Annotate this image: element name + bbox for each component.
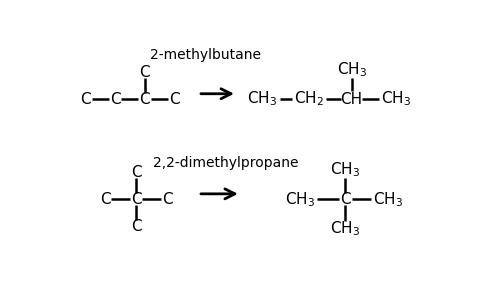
Text: C: C xyxy=(131,165,141,180)
Text: C: C xyxy=(80,92,91,106)
Text: C: C xyxy=(340,192,350,207)
Text: 2-methylbutane: 2-methylbutane xyxy=(150,48,262,62)
Text: C: C xyxy=(131,219,141,234)
Text: CH$_3$: CH$_3$ xyxy=(330,219,360,238)
Text: C: C xyxy=(162,192,172,207)
Text: CH$_3$: CH$_3$ xyxy=(286,190,316,208)
Text: CH: CH xyxy=(340,92,362,106)
Text: CH$_3$: CH$_3$ xyxy=(336,61,366,79)
Text: CH$_3$: CH$_3$ xyxy=(330,160,360,179)
Text: C: C xyxy=(169,92,179,106)
Text: C: C xyxy=(110,92,120,106)
Text: C: C xyxy=(131,192,141,207)
Text: C: C xyxy=(140,65,150,80)
Text: CH$_3$: CH$_3$ xyxy=(248,90,278,109)
Text: CH$_3$: CH$_3$ xyxy=(373,190,403,208)
Text: C: C xyxy=(100,192,110,207)
Text: C: C xyxy=(140,92,150,106)
Text: CH$_3$: CH$_3$ xyxy=(380,90,411,109)
Text: CH$_2$: CH$_2$ xyxy=(294,90,324,109)
Text: 2,2-dimethylpropane: 2,2-dimethylpropane xyxy=(152,156,298,170)
